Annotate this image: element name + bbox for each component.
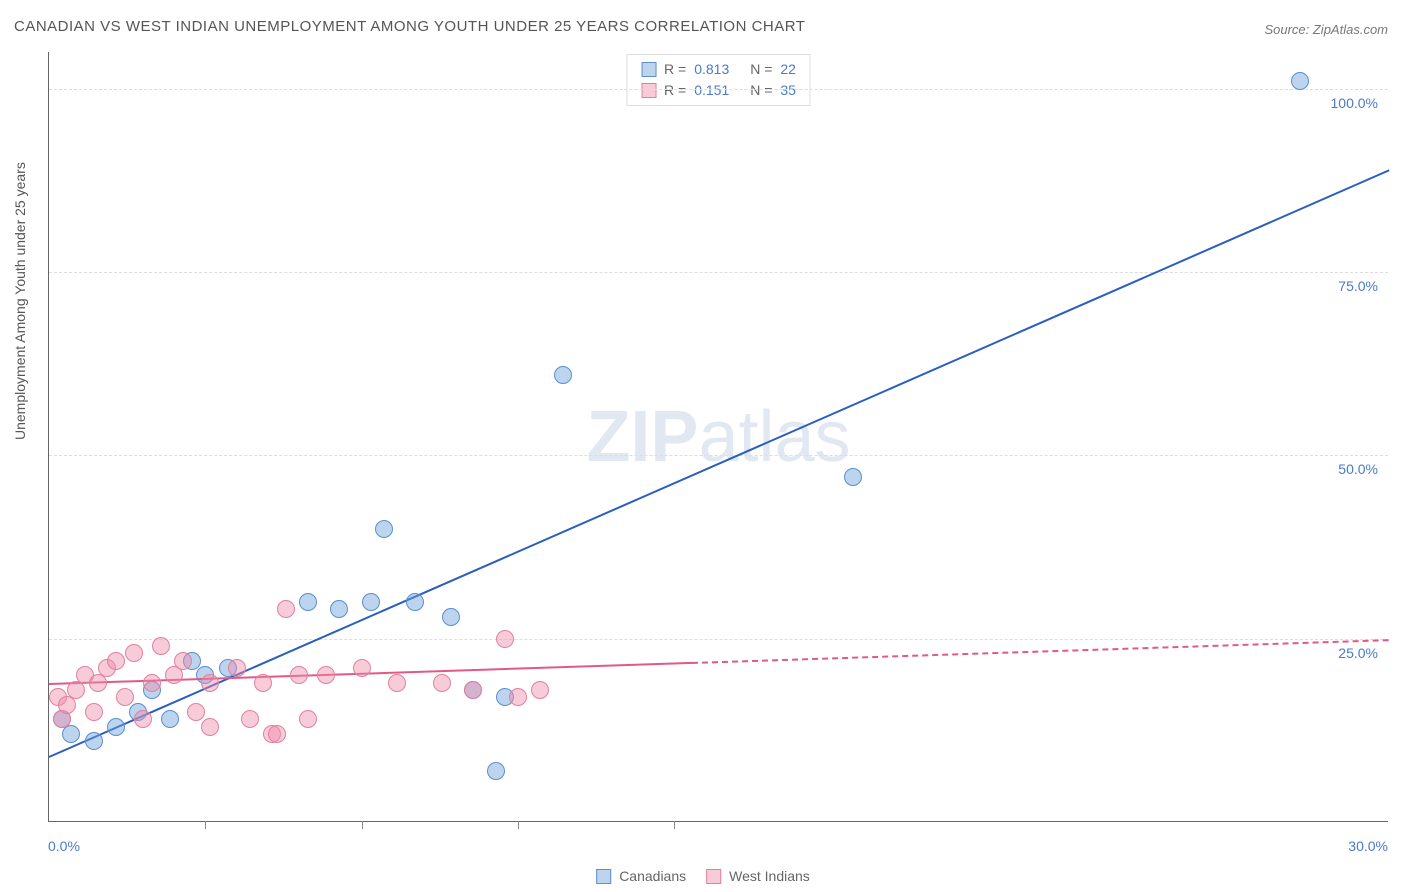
data-point (844, 468, 862, 486)
series-swatch (641, 62, 656, 77)
r-value: 0.151 (694, 80, 742, 101)
trend-line-dashed (692, 639, 1389, 664)
x-tick (518, 821, 519, 829)
data-point (299, 593, 317, 611)
chart-title: CANADIAN VS WEST INDIAN UNEMPLOYMENT AMO… (14, 18, 805, 35)
n-label: N = (750, 80, 772, 101)
legend-item: West Indians (706, 868, 810, 884)
data-point (152, 637, 170, 655)
data-point (201, 674, 219, 692)
data-point (254, 674, 272, 692)
n-value: 22 (780, 59, 796, 80)
r-label: R = (664, 80, 686, 101)
gridline-horizontal (49, 89, 1388, 90)
data-point (362, 593, 380, 611)
data-point (487, 762, 505, 780)
stat-row: R = 0.813 N = 22 (641, 59, 796, 80)
data-point (241, 710, 259, 728)
legend-label: Canadians (619, 868, 686, 884)
y-tick-label: 50.0% (1338, 461, 1378, 477)
data-point (107, 718, 125, 736)
y-tick-label: 75.0% (1338, 278, 1378, 294)
data-point (353, 659, 371, 677)
data-point (375, 520, 393, 538)
data-point (1291, 72, 1309, 90)
data-point (531, 681, 549, 699)
x-tick (674, 821, 675, 829)
data-point (433, 674, 451, 692)
data-point (107, 652, 125, 670)
data-point (143, 674, 161, 692)
trend-line (49, 169, 1390, 757)
y-tick-label: 100.0% (1331, 95, 1378, 111)
scatter-plot-area: ZIPatlas R = 0.813 N = 22 R = 0.151 N = 35 25.0… (48, 52, 1388, 822)
watermark-thin: atlas (698, 397, 850, 477)
x-min-label: 0.0% (48, 838, 80, 854)
data-point (277, 600, 295, 618)
data-point (464, 681, 482, 699)
data-point (201, 718, 219, 736)
data-point (85, 732, 103, 750)
data-point (174, 652, 192, 670)
data-point (317, 666, 335, 684)
data-point (554, 366, 572, 384)
data-point (228, 659, 246, 677)
r-value: 0.813 (694, 59, 742, 80)
source-attribution: Source: ZipAtlas.com (1264, 22, 1388, 37)
gridline-horizontal (49, 455, 1388, 456)
data-point (161, 710, 179, 728)
y-tick-label: 25.0% (1338, 645, 1378, 661)
data-point (330, 600, 348, 618)
n-label: N = (750, 59, 772, 80)
data-point (496, 630, 514, 648)
n-value: 35 (780, 80, 796, 101)
legend-label: West Indians (729, 868, 810, 884)
data-point (268, 725, 286, 743)
legend-item: Canadians (596, 868, 686, 884)
series-swatch (596, 869, 611, 884)
data-point (290, 666, 308, 684)
data-point (187, 703, 205, 721)
gridline-horizontal (49, 639, 1388, 640)
data-point (116, 688, 134, 706)
x-tick (205, 821, 206, 829)
data-point (299, 710, 317, 728)
series-swatch (641, 83, 656, 98)
r-label: R = (664, 59, 686, 80)
data-point (388, 674, 406, 692)
data-point (134, 710, 152, 728)
data-point (406, 593, 424, 611)
data-point (125, 644, 143, 662)
series-swatch (706, 869, 721, 884)
series-legend: Canadians West Indians (596, 868, 810, 884)
y-axis-label: Unemployment Among Youth under 25 years (12, 162, 28, 440)
stat-row: R = 0.151 N = 35 (641, 80, 796, 101)
correlation-stats-box: R = 0.813 N = 22 R = 0.151 N = 35 (626, 54, 811, 106)
watermark-bold: ZIP (586, 397, 698, 477)
watermark: ZIPatlas (586, 396, 850, 478)
data-point (442, 608, 460, 626)
data-point (85, 703, 103, 721)
gridline-horizontal (49, 272, 1388, 273)
x-max-label: 30.0% (1348, 838, 1388, 854)
x-tick (362, 821, 363, 829)
data-point (509, 688, 527, 706)
